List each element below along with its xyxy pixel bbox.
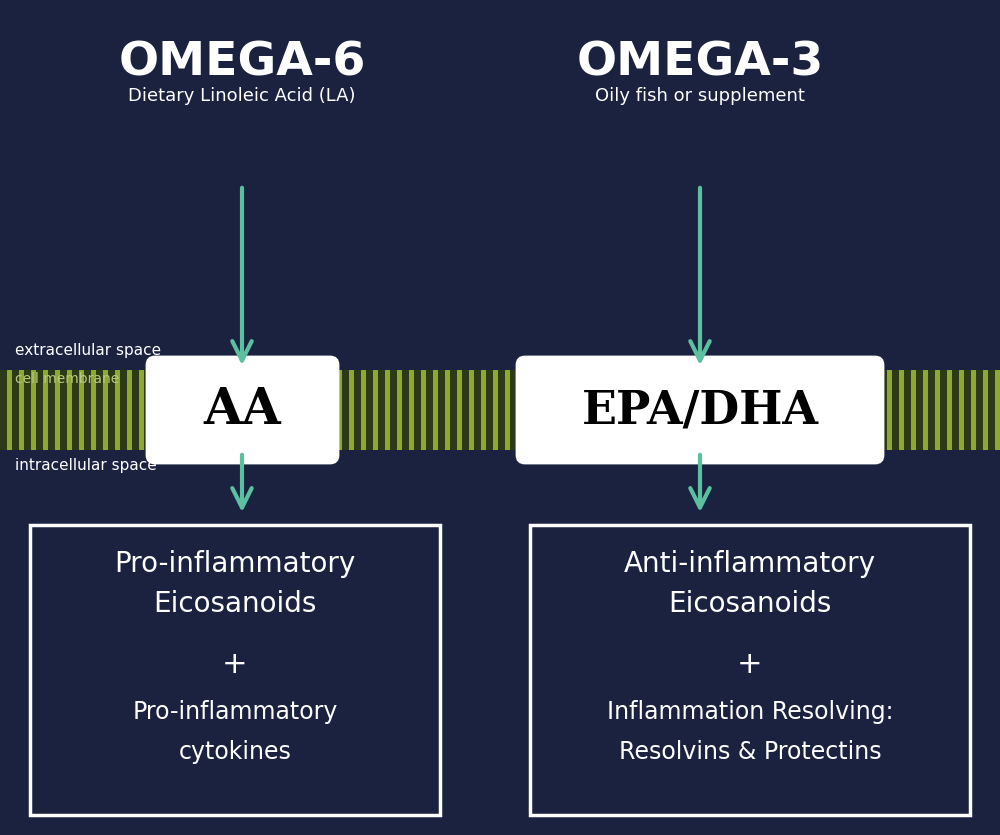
Text: Pro-inflammatory: Pro-inflammatory bbox=[132, 700, 338, 724]
FancyBboxPatch shape bbox=[30, 525, 440, 815]
Text: OMEGA-6: OMEGA-6 bbox=[118, 40, 366, 85]
Bar bbox=[940, 370, 947, 450]
Text: Oily fish or supplement: Oily fish or supplement bbox=[595, 87, 805, 105]
Text: OMEGA-3: OMEGA-3 bbox=[576, 40, 824, 85]
Bar bbox=[24, 370, 31, 450]
Text: +: + bbox=[737, 650, 763, 679]
Bar bbox=[120, 370, 127, 450]
Bar bbox=[342, 370, 349, 450]
Bar bbox=[12, 370, 19, 450]
Bar bbox=[880, 370, 887, 450]
Text: Eicosanoids: Eicosanoids bbox=[668, 590, 832, 618]
Text: extracellular space: extracellular space bbox=[15, 343, 161, 358]
Bar bbox=[498, 370, 505, 450]
Text: Resolvins & Protectins: Resolvins & Protectins bbox=[619, 740, 881, 764]
Bar bbox=[928, 370, 935, 450]
Bar bbox=[964, 370, 971, 450]
Text: Anti-inflammatory: Anti-inflammatory bbox=[624, 550, 876, 578]
Bar bbox=[84, 370, 91, 450]
Bar bbox=[156, 370, 163, 450]
Bar bbox=[414, 370, 421, 450]
Bar bbox=[486, 370, 493, 450]
Bar bbox=[474, 370, 481, 450]
Bar bbox=[48, 370, 55, 450]
Bar bbox=[0, 370, 1000, 450]
Bar bbox=[144, 370, 151, 450]
Text: Eicosanoids: Eicosanoids bbox=[153, 590, 317, 618]
FancyBboxPatch shape bbox=[147, 357, 338, 463]
Bar bbox=[330, 370, 337, 450]
Bar bbox=[510, 370, 517, 450]
Bar bbox=[952, 370, 959, 450]
Bar bbox=[904, 370, 911, 450]
Text: AA: AA bbox=[203, 386, 281, 434]
Text: Dietary Linoleic Acid (LA): Dietary Linoleic Acid (LA) bbox=[128, 87, 356, 105]
Bar bbox=[390, 370, 397, 450]
Bar bbox=[36, 370, 43, 450]
Text: Inflammation Resolving:: Inflammation Resolving: bbox=[607, 700, 893, 724]
Bar bbox=[426, 370, 433, 450]
Text: cytokines: cytokines bbox=[179, 740, 291, 764]
Bar bbox=[976, 370, 983, 450]
Bar bbox=[0, 370, 7, 450]
Bar bbox=[354, 370, 361, 450]
Bar bbox=[916, 370, 923, 450]
Bar bbox=[892, 370, 899, 450]
Bar bbox=[60, 370, 67, 450]
Text: EPA/DHA: EPA/DHA bbox=[582, 387, 818, 433]
Bar bbox=[72, 370, 79, 450]
Bar bbox=[402, 370, 409, 450]
Bar bbox=[96, 370, 103, 450]
Bar bbox=[366, 370, 373, 450]
Text: cell membrane: cell membrane bbox=[15, 372, 119, 386]
Bar bbox=[378, 370, 385, 450]
Text: Pro-inflammatory: Pro-inflammatory bbox=[114, 550, 356, 578]
Bar bbox=[450, 370, 457, 450]
Text: +: + bbox=[222, 650, 248, 679]
Bar bbox=[438, 370, 445, 450]
Bar bbox=[108, 370, 115, 450]
FancyBboxPatch shape bbox=[530, 525, 970, 815]
Bar bbox=[132, 370, 139, 450]
Bar bbox=[988, 370, 995, 450]
Text: intracellular space: intracellular space bbox=[15, 458, 157, 473]
Bar bbox=[462, 370, 469, 450]
Bar bbox=[522, 370, 529, 450]
FancyBboxPatch shape bbox=[517, 357, 883, 463]
